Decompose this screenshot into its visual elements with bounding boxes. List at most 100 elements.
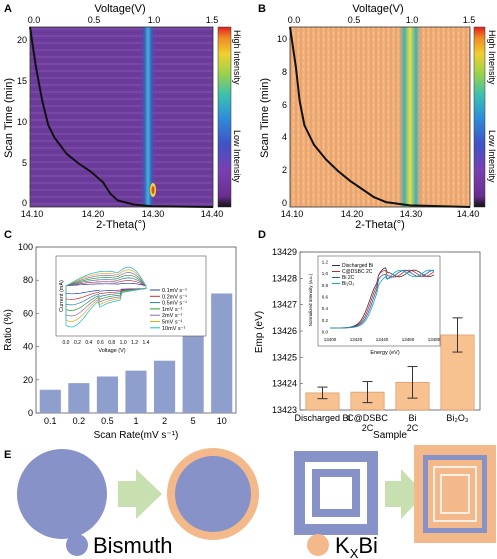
sphere-arrow-icon xyxy=(118,469,162,519)
c-inset-legend-label: 5mV s⁻¹ xyxy=(162,320,182,326)
a-heatmap-field xyxy=(30,27,213,207)
a-top-tick: 1.5 xyxy=(206,15,219,25)
d-x-tick: Discharged Bi xyxy=(294,413,350,423)
b-y-tick: 2 xyxy=(282,165,287,175)
d-inset-legend-label: Discharged Bi xyxy=(342,263,373,269)
c-bar xyxy=(68,383,90,413)
b-y-tick: 0 xyxy=(282,198,287,208)
b-y-tick: 6 xyxy=(282,100,287,110)
a-top-ticks: 0.0 0.5 1.0 1.5 xyxy=(28,15,219,25)
b-top-ticks: 0.0 0.5 1.0 1.5 xyxy=(288,15,476,25)
d-inset-x-tick: 13400 xyxy=(324,337,337,342)
kxbi-frame-fill xyxy=(428,460,482,528)
d-xlabel: Sample xyxy=(373,430,407,441)
b-x-tick: 14.10 xyxy=(281,209,304,219)
c-inset-legend-label: 0.2mV s⁻¹ xyxy=(162,294,187,300)
square-frame-hole xyxy=(320,477,352,509)
a-x-tick: 14.10 xyxy=(21,209,44,219)
b-top-tick: 0.0 xyxy=(288,15,301,25)
a-x-ticks: 14.10 14.20 14.30 14.40 xyxy=(21,209,224,219)
c-bar xyxy=(211,293,233,413)
d-x-tick-line2: 2C xyxy=(362,423,374,433)
a-heatmap-frame xyxy=(29,26,214,208)
c-bar xyxy=(154,360,176,413)
panel-label-e: E xyxy=(4,449,11,461)
a-x-tick: 14.40 xyxy=(201,209,224,219)
c-inset-legend-label: 1mV s⁻¹ xyxy=(162,307,182,313)
b-x-tick: 14.20 xyxy=(341,209,364,219)
panel-a: A Voltage(V) 0.0 0.5 1.0 1.5 0 5 10 15 2… xyxy=(3,3,242,231)
c-inset-x-tick: 1.2 xyxy=(131,340,138,346)
c-bars xyxy=(39,293,233,413)
c-bar xyxy=(39,389,61,413)
a-top-tick: 0.0 xyxy=(28,15,41,25)
d-inset-y-tick: 1.0 xyxy=(322,271,329,276)
d-inset-x-tick: 13440 xyxy=(376,337,389,342)
b-y-ticks: 0 2 4 6 8 10 xyxy=(277,34,287,208)
bismuth-legend-label: Bismuth xyxy=(93,533,172,558)
c-y-ticks: 0 20 40 60 80 100 xyxy=(18,242,39,418)
c-inset-legend-label: 0.1mV s⁻¹ xyxy=(162,288,187,294)
d-y-tick: 13426 xyxy=(272,326,297,336)
b-y-title: Scan Time (min) xyxy=(259,78,271,158)
c-x-tick: 0.5 xyxy=(101,416,114,426)
b-y-tick: 4 xyxy=(282,132,287,142)
d-inset-legend-label: Bi₂O₃ xyxy=(342,281,354,287)
kxbi-legend-swatch xyxy=(307,534,329,556)
a-peak-core xyxy=(151,186,155,194)
kxbi-frame-line2 xyxy=(440,474,470,514)
d-x-tick: Bi xyxy=(408,413,416,423)
b-voltage-curve xyxy=(289,26,471,208)
d-ylabel: Emp (eV) xyxy=(254,311,265,353)
b-x-tick: 14.30 xyxy=(400,209,423,219)
a-colorbar xyxy=(217,26,232,208)
c-inset-xlabel: Voltage (V) xyxy=(98,348,125,354)
a-voltage-curve xyxy=(29,26,214,208)
a-y-title: Scan Time (min) xyxy=(3,78,15,158)
c-x-tick: 1 xyxy=(133,416,138,426)
d-inset-xlabel: Energy (eV) xyxy=(370,350,400,356)
d-x-tick-line2: 2C xyxy=(407,423,419,433)
a-x-tick: 14.30 xyxy=(142,209,165,219)
d-inset-y-tick: 0.0 xyxy=(322,330,329,335)
a-y-tick: 15 xyxy=(17,76,27,86)
c-inset-legend-label: 0.5mV s⁻¹ xyxy=(162,301,187,307)
c-xlabel: Scan Rate(mV s⁻¹) xyxy=(94,430,179,441)
kxbi-frame-line1 xyxy=(433,466,477,522)
c-y-tick: 100 xyxy=(18,242,33,252)
d-y-tick: 13423 xyxy=(272,405,297,415)
bismuth-core xyxy=(175,456,251,532)
d-inset-x-ticks: 13400 13420 13440 13460 13480 xyxy=(324,337,441,342)
c-y-tick: 80 xyxy=(23,275,33,285)
c-x-tick: 10 xyxy=(217,416,227,426)
c-x-tick: 0.1 xyxy=(44,416,57,426)
d-y-tick: 13425 xyxy=(272,352,297,362)
c-y-tick: 40 xyxy=(23,342,33,352)
b-x-tick: 14.40 xyxy=(457,209,480,219)
a-y-tick: 5 xyxy=(22,158,27,168)
b-y-tick: 10 xyxy=(277,34,287,44)
b-x-title: 2-Theta(°) xyxy=(355,219,405,231)
b-y-tick: 8 xyxy=(282,67,287,77)
c-x-tick: 0.2 xyxy=(73,416,86,426)
d-y-tick: 13428 xyxy=(272,273,297,283)
d-inset-x-tick: 13460 xyxy=(402,337,415,342)
bismuth-legend-swatch xyxy=(66,534,88,556)
c-inset-frame xyxy=(55,255,207,337)
a-colorbar-high: High Intensity xyxy=(232,30,242,85)
d-y-tick: 13427 xyxy=(272,300,297,310)
d-inset-legend-label: Bi 2C xyxy=(342,275,355,281)
d-inset-y-tick: 0.8 xyxy=(322,283,329,288)
c-inset-x-tick: 1.4 xyxy=(143,340,150,346)
kxbi-k: K xyxy=(335,533,350,558)
c-bar xyxy=(182,333,204,413)
b-colorbar-high: High Intensity xyxy=(487,30,497,85)
d-x-tick: C@DSBC xyxy=(347,413,388,423)
d-x-tick: Bi₂O₃ xyxy=(446,413,468,423)
kxbi-bi: Bi xyxy=(358,533,378,558)
a-y-tick: 0 xyxy=(22,198,27,208)
